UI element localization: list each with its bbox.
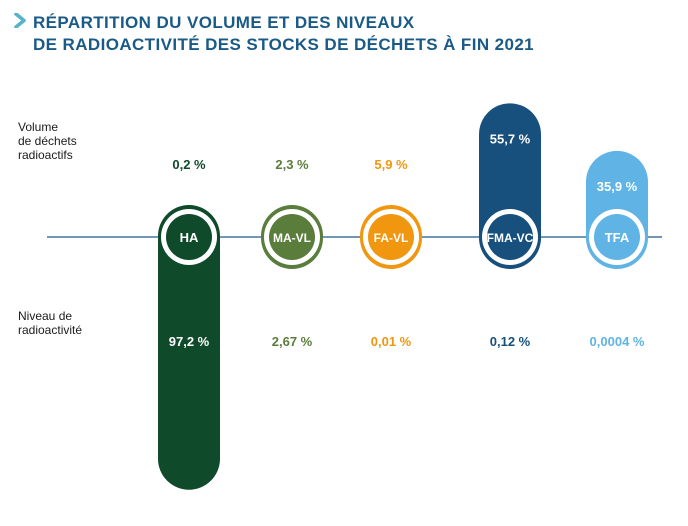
title-line-2: DE RADIOACTIVITÉ DES STOCKS DE DÉCHETS À… [33, 35, 535, 54]
badge-fa-vl [368, 214, 414, 260]
badge-ha [166, 214, 212, 260]
badge-ma-vl [269, 214, 315, 260]
category-label-fa-vl: FA-VL [374, 231, 409, 245]
category-label-ha: HA [180, 230, 199, 245]
volume-value-fa-vl: 5,9 % [374, 157, 408, 172]
category-label-ma-vl: MA-VL [273, 231, 311, 245]
activity-value-fma-vc: 0,12 % [490, 334, 531, 349]
activity-row-label: Niveau de radioactivité [18, 309, 83, 337]
activity-value-ma-vl: 2,67 % [272, 334, 313, 349]
title-line-1: RÉPARTITION DU VOLUME ET DES NIVEAUX [33, 13, 415, 32]
volume-value-fma-vc: 55,7 % [490, 131, 531, 146]
chart-title: RÉPARTITION DU VOLUME ET DES NIVEAUX DE … [14, 12, 534, 56]
volume-value-ha: 0,2 % [172, 157, 206, 172]
volume-value-tfa: 35,9 % [597, 179, 638, 194]
volume-value-ma-vl: 2,3 % [275, 157, 309, 172]
activity-value-ha: 97,2 % [169, 334, 210, 349]
badge-tfa [594, 214, 640, 260]
badge-fma-vc [487, 214, 533, 260]
activity-value-fa-vl: 0,01 % [371, 334, 412, 349]
category-label-fma-vc: FMA-VC [487, 231, 534, 245]
chevron-right-icon [14, 12, 33, 34]
bar-ha [158, 205, 220, 490]
category-label-tfa: TFA [605, 230, 630, 245]
activity-value-tfa: 0,0004 % [590, 334, 645, 349]
volume-row-label: Volume de déchets radioactifs [18, 120, 77, 162]
